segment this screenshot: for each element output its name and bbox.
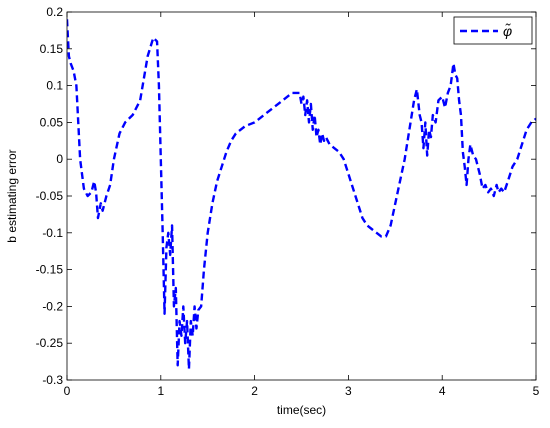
y-axis-label: b estimating error (5, 149, 19, 242)
y-tick-label: -0.05 (36, 189, 64, 203)
y-tick-label: 0.1 (46, 79, 63, 93)
x-axis-label: time(sec) (277, 403, 326, 417)
y-tick-label: 0.15 (40, 42, 64, 56)
x-tick-label: 4 (439, 384, 446, 398)
y-tick-label: 0 (56, 152, 63, 166)
y-tick-label: 0.2 (46, 5, 63, 19)
x-tick-label: 5 (533, 384, 540, 398)
y-tick-label: -0.1 (42, 226, 63, 240)
y-tick-label: 0.05 (40, 115, 64, 129)
y-tick-label: -0.3 (42, 373, 63, 387)
plot-background (67, 12, 536, 380)
series-line-0 (67, 19, 536, 371)
x-tick-label: 3 (345, 384, 352, 398)
legend-label-phi-tilde: φ̃ (503, 23, 512, 39)
legend: φ̃ (453, 16, 533, 45)
x-tick-label: 0 (64, 384, 71, 398)
x-tick-label: 2 (251, 384, 258, 398)
y-axis-ticks: 0.2 0.15 0.1 0.05 0 -0.05 -0.1 -0.15 -0.2 -0.25 -0… (36, 5, 536, 387)
x-axis-ticks: 0 1 2 3 4 5 (64, 12, 540, 398)
y-tick-label: -0.2 (42, 299, 63, 313)
y-tick-label: -0.25 (36, 336, 64, 350)
y-tick-label: -0.15 (36, 263, 64, 277)
x-tick-label: 1 (157, 384, 164, 398)
